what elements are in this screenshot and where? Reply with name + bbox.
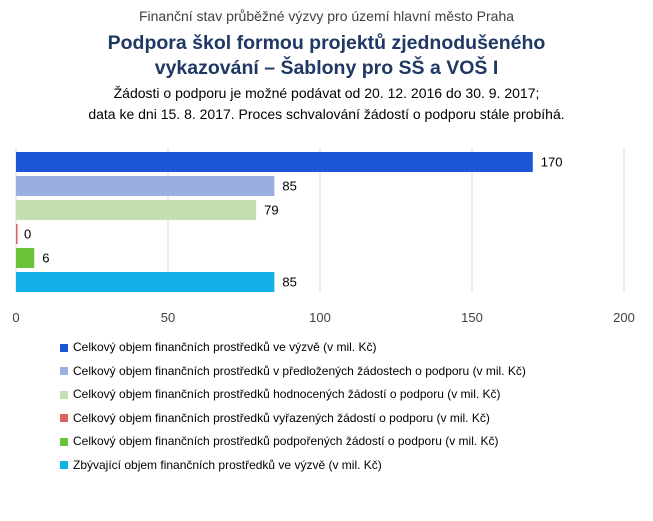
legend-swatch [60, 437, 68, 446]
bar [16, 272, 275, 292]
data-label: 170 [541, 155, 563, 170]
bar [16, 176, 275, 196]
legend-swatch [60, 390, 68, 399]
data-labels: 170 85 79 06 85 [24, 155, 563, 290]
legend-swatch [60, 343, 68, 352]
chart-title-line-1: Podpora škol formou projektů zjednodušen… [107, 32, 546, 54]
x-tick-label: 50 [161, 310, 175, 325]
legend: Celkový objem finančních prostředků ve v… [60, 336, 526, 477]
data-label: 0 [24, 227, 31, 242]
legend-label: Celkový objem finančních prostředků podp… [73, 434, 499, 449]
x-tick-label: 150 [461, 310, 483, 325]
legend-label: Celkový objem finančních prostředků v př… [73, 363, 526, 378]
legend-label: Celkový objem finančních prostředků ve v… [73, 340, 377, 355]
legend-item: Celkový objem finančních prostředků hodn… [60, 383, 526, 407]
x-tick-label: 0 [12, 310, 19, 325]
legend-item: Celkový objem finančních prostředků podp… [60, 430, 526, 454]
data-label: 85 [282, 275, 296, 290]
data-label: 6 [42, 251, 49, 266]
x-tick-label: 200 [613, 310, 635, 325]
legend-label: Celkový objem finančních prostředků vyřa… [73, 410, 490, 425]
legend-swatch [60, 367, 68, 376]
legend-swatch [60, 461, 68, 470]
x-axis: 0 50 100 150 200 [12, 310, 634, 325]
legend-item: Celkový objem finančních prostředků v př… [60, 360, 526, 384]
legend-item: Celkový objem finančních prostředků vyřa… [60, 407, 526, 431]
bar [16, 224, 18, 244]
data-label: 79 [264, 203, 278, 218]
chart-supertitle: Finanční stav průběžné výzvy pro území h… [138, 8, 515, 24]
legend-label: Zbývající objem finančních prostředků ve… [73, 457, 382, 472]
bar [16, 200, 257, 220]
bar [16, 248, 35, 268]
x-tick-label: 100 [309, 310, 331, 325]
chart-title-line-2: vykazování – Šablony pro SŠ a VOŠ I [154, 57, 499, 79]
bars [16, 152, 533, 292]
legend-swatch [60, 414, 68, 423]
chart-subtitle-line-2: data ke dni 15. 8. 2017. Proces schvalov… [88, 106, 565, 122]
legend-label: Celkový objem finančních prostředků hodn… [73, 387, 501, 402]
chart-subtitle-line-1: Žádosti o podporu je možné podávat od 20… [113, 85, 540, 101]
data-label: 85 [282, 179, 296, 194]
legend-item: Celkový objem finančních prostředků ve v… [60, 336, 526, 360]
bar [16, 152, 533, 172]
legend-item: Zbývající objem finančních prostředků ve… [60, 454, 526, 478]
